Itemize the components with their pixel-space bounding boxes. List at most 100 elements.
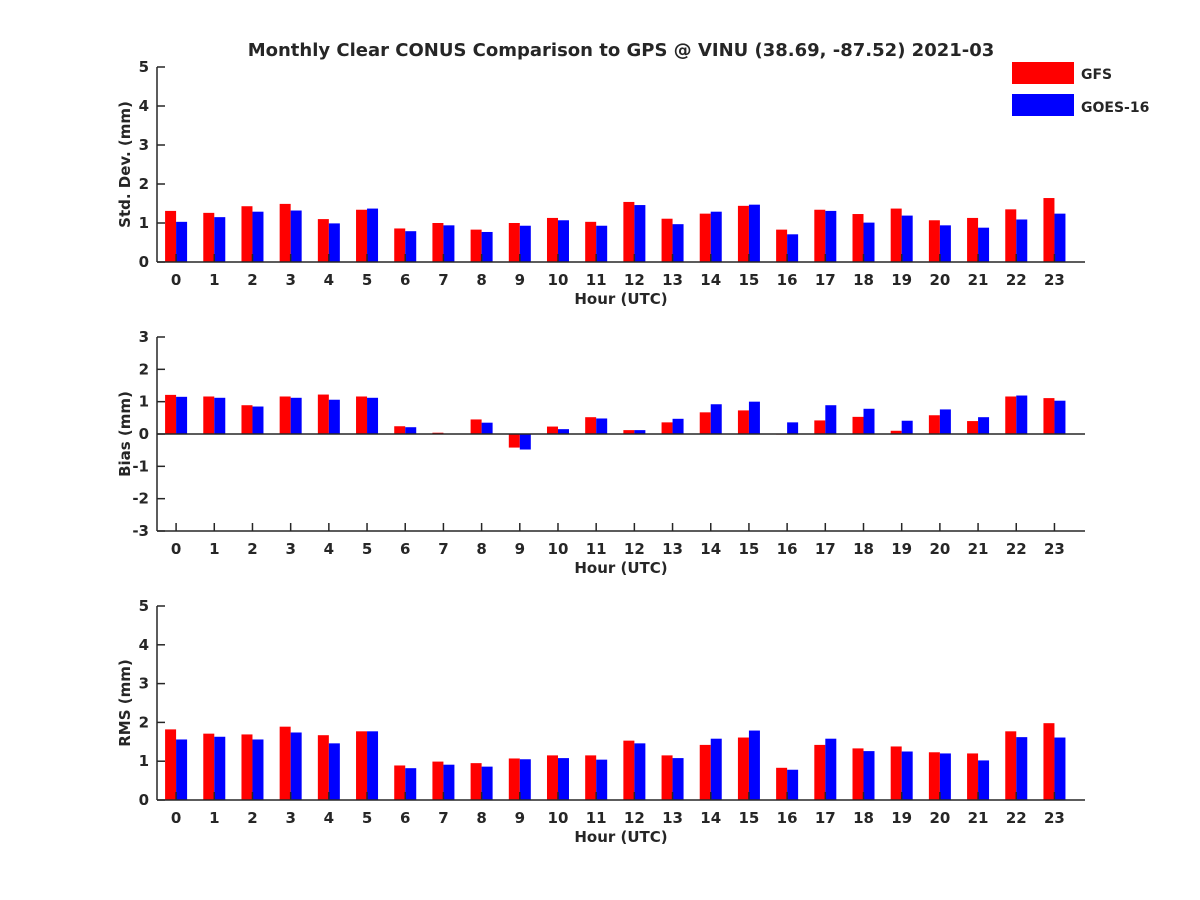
bar-bias-gfs-2	[241, 405, 253, 434]
x-tick-label-bias-15: 15	[738, 540, 759, 558]
x-tick-label-rms-22: 22	[1006, 809, 1027, 827]
bar-stddev-goes16-15	[748, 204, 760, 262]
bar-bias-goes16-17	[825, 405, 837, 434]
bar-bias-goes16-23	[1054, 400, 1066, 434]
bar-rms-gfs-20	[928, 752, 940, 800]
bar-rms-goes16-5	[367, 731, 379, 800]
x-tick-label-stddev-9: 9	[515, 271, 525, 289]
bar-bias-goes16-3	[290, 397, 302, 434]
bar-rms-goes16-8	[481, 766, 493, 800]
x-tick-label-bias-4: 4	[324, 540, 334, 558]
bar-rms-goes16-22	[1016, 737, 1028, 800]
bar-rms-gfs-8	[470, 763, 482, 800]
bar-bias-gfs-0	[165, 394, 177, 434]
x-tick-label-rms-19: 19	[891, 809, 912, 827]
x-tick-label-rms-6: 6	[400, 809, 410, 827]
x-tick-label-stddev-10: 10	[548, 271, 569, 289]
bar-rms-goes16-9	[519, 759, 531, 800]
x-tick-label-rms-0: 0	[171, 809, 181, 827]
bar-rms-gfs-14	[699, 744, 711, 800]
y-tick-label-rms-1: 1	[139, 752, 149, 770]
bar-rms-goes16-6	[405, 768, 417, 800]
x-tick-label-stddev-5: 5	[362, 271, 372, 289]
x-tick-label-bias-9: 9	[515, 540, 525, 558]
chart-title: Monthly Clear CONUS Comparison to GPS @ …	[248, 40, 995, 61]
bar-stddev-goes16-3	[290, 210, 302, 262]
bar-bias-goes16-5	[367, 397, 379, 434]
y-tick-label-bias--3: -3	[132, 522, 149, 540]
bar-rms-goes16-16	[787, 769, 799, 800]
bar-bias-goes16-4	[328, 399, 340, 434]
x-tick-label-bias-12: 12	[624, 540, 645, 558]
x-tick-label-bias-10: 10	[548, 540, 569, 558]
bar-bias-gfs-22	[1005, 396, 1017, 434]
x-tick-label-stddev-12: 12	[624, 271, 645, 289]
legend: GFS GOES-16	[1012, 62, 1149, 116]
x-tick-label-rms-1: 1	[209, 809, 219, 827]
bar-stddev-goes16-22	[1016, 219, 1028, 262]
bar-bias-goes16-21	[978, 417, 990, 434]
bar-stddev-goes16-17	[825, 210, 837, 262]
bar-stddev-goes16-11	[596, 225, 608, 262]
bar-stddev-goes16-13	[672, 224, 684, 262]
bar-stddev-gfs-2	[241, 206, 253, 262]
y-tick-label-stddev-0: 0	[139, 253, 149, 271]
y-tick-label-bias-0: 0	[139, 425, 149, 443]
bar-stddev-gfs-18	[852, 214, 864, 262]
bar-rms-goes16-19	[901, 751, 913, 800]
x-tick-label-bias-3: 3	[285, 540, 295, 558]
x-tick-label-stddev-8: 8	[476, 271, 486, 289]
x-tick-label-bias-5: 5	[362, 540, 372, 558]
x-tick-label-rms-23: 23	[1044, 809, 1065, 827]
y-tick-label-stddev-4: 4	[139, 97, 149, 115]
bar-rms-goes16-7	[443, 764, 455, 800]
bar-rms-goes16-10	[557, 758, 569, 800]
bar-rms-goes16-15	[748, 730, 760, 800]
bar-stddev-goes16-18	[863, 222, 875, 262]
x-tick-label-rms-17: 17	[815, 809, 836, 827]
bar-bias-gfs-3	[279, 396, 291, 434]
x-tick-label-stddev-17: 17	[815, 271, 836, 289]
x-tick-label-rms-9: 9	[515, 809, 525, 827]
bar-stddev-gfs-11	[585, 221, 597, 262]
bar-stddev-goes16-1	[214, 217, 226, 262]
bar-stddev-gfs-21	[967, 217, 979, 262]
bar-bias-goes16-14	[710, 404, 722, 434]
bar-stddev-goes16-4	[328, 223, 340, 262]
bar-rms-gfs-12	[623, 740, 635, 800]
x-tick-label-stddev-20: 20	[929, 271, 950, 289]
bar-bias-goes16-0	[176, 396, 188, 434]
x-axis-title-stddev: Hour (UTC)	[574, 290, 667, 308]
bar-rms-goes16-21	[978, 760, 990, 800]
bar-bias-gfs-4	[317, 394, 329, 434]
legend-label-gfs: GFS	[1081, 67, 1112, 83]
x-tick-label-stddev-1: 1	[209, 271, 219, 289]
bar-rms-gfs-10	[546, 755, 558, 800]
y-tick-label-stddev-3: 3	[139, 136, 149, 154]
x-axis-title-rms: Hour (UTC)	[574, 828, 667, 846]
bar-stddev-goes16-16	[787, 234, 799, 262]
y-tick-label-rms-3: 3	[139, 675, 149, 693]
bar-bias-goes16-2	[252, 406, 264, 434]
x-tick-label-stddev-19: 19	[891, 271, 912, 289]
y-tick-label-bias-2: 2	[139, 360, 149, 378]
bar-stddev-goes16-9	[519, 225, 531, 262]
bar-stddev-goes16-10	[557, 220, 569, 262]
x-tick-label-stddev-3: 3	[285, 271, 295, 289]
bar-rms-gfs-17	[814, 744, 826, 800]
bar-stddev-gfs-22	[1005, 209, 1017, 262]
bar-stddev-gfs-5	[356, 209, 368, 262]
bar-stddev-gfs-4	[317, 219, 329, 262]
bar-stddev-goes16-0	[176, 221, 188, 262]
bar-bias-gfs-10	[546, 426, 558, 434]
bar-rms-gfs-0	[165, 729, 177, 800]
x-tick-label-bias-18: 18	[853, 540, 874, 558]
y-axis-title-bias: Bias (mm)	[116, 391, 134, 477]
bar-rms-gfs-16	[776, 767, 788, 800]
x-tick-label-rms-18: 18	[853, 809, 874, 827]
y-tick-label-bias-1: 1	[139, 393, 149, 411]
x-tick-label-bias-16: 16	[777, 540, 798, 558]
bar-rms-gfs-21	[967, 753, 979, 800]
